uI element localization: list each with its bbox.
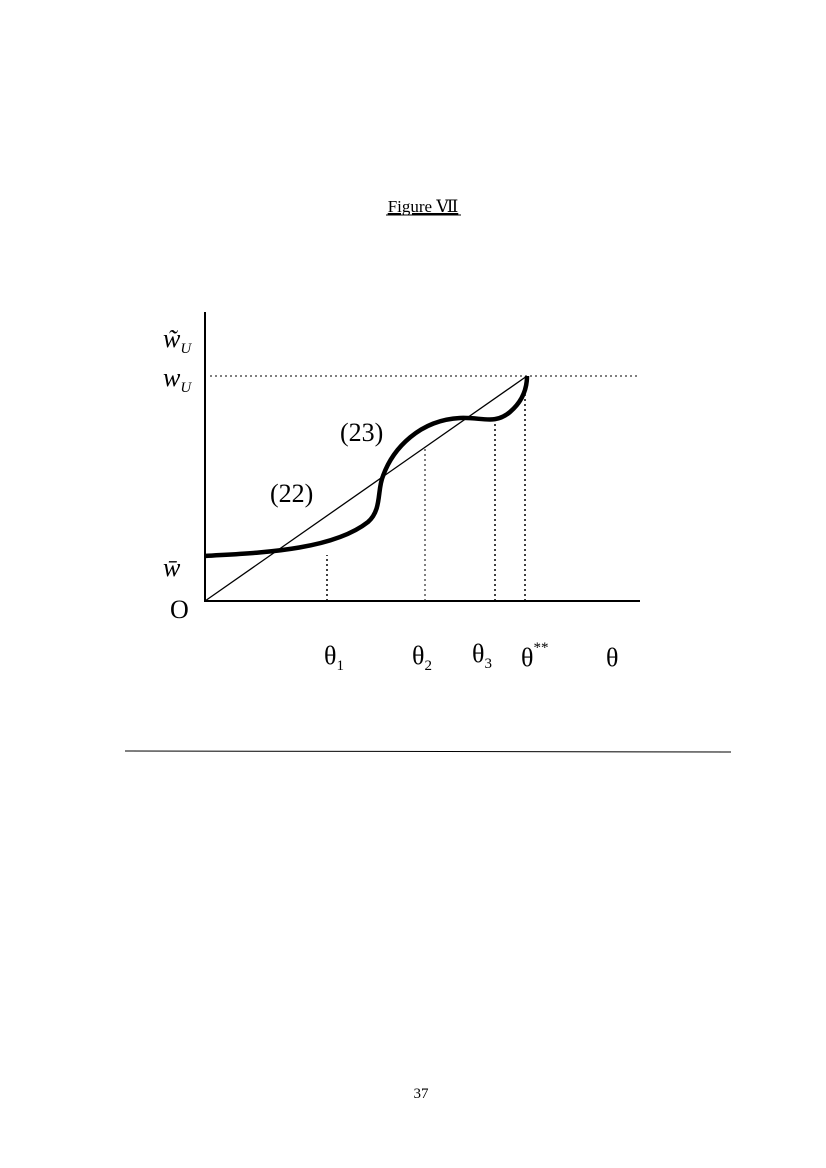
label-sub: 2 xyxy=(424,658,432,674)
label-sub: 3 xyxy=(484,656,492,672)
x-axis-label: θ xyxy=(606,643,618,672)
curve-label: (22) xyxy=(270,479,313,508)
label-sub: U xyxy=(180,380,192,396)
label-base: θ xyxy=(472,639,484,668)
origin-label: O xyxy=(170,595,189,624)
x-mark-label: θ** xyxy=(521,640,548,672)
x-mark-label: θ3 xyxy=(472,639,492,672)
x-mark-label: θ2 xyxy=(412,641,432,674)
label-base: θ xyxy=(324,641,336,670)
y-label: w̃U xyxy=(163,324,192,357)
label-sub: U xyxy=(180,341,192,357)
y-label: w̄ xyxy=(163,553,181,582)
label-base: w̃ xyxy=(163,324,181,353)
x-mark-label: θ1 xyxy=(324,641,344,674)
y-label: wU xyxy=(163,363,192,396)
rule xyxy=(124,750,732,753)
label-base: w xyxy=(163,363,181,392)
line-22 xyxy=(204,375,528,602)
curve-label: (23) xyxy=(340,418,383,447)
figure-title: Figure Ⅶ xyxy=(388,197,459,216)
label-base: θ xyxy=(521,643,533,672)
label-base: θ xyxy=(412,641,424,670)
label-sup: ** xyxy=(533,640,548,656)
page-number: 37 xyxy=(414,1086,430,1102)
curve-23 xyxy=(204,375,530,559)
label-sub: 1 xyxy=(336,658,344,674)
